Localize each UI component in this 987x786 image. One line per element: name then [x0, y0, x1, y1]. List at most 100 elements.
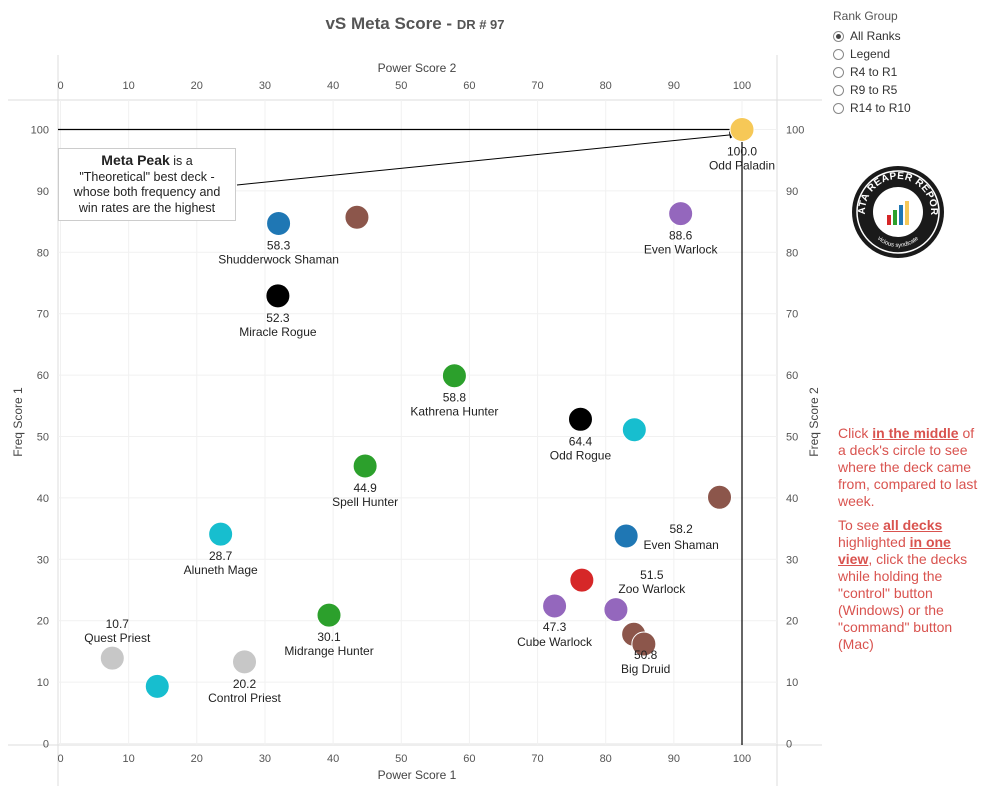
y-tick-label: 20	[37, 616, 49, 628]
data-reaper-logo: DATA REAPER REPORT vicious syndicate	[851, 165, 944, 258]
point-name-label: Odd Paladin	[709, 159, 775, 173]
point-name-label: Aluneth Mage	[184, 563, 258, 577]
deck-point[interactable]	[668, 201, 694, 227]
deck-point[interactable]	[265, 283, 291, 309]
radio-icon[interactable]	[833, 66, 844, 78]
rank-option-label: Legend	[850, 47, 891, 61]
x-tick-label: 20	[191, 753, 203, 765]
rank-option-r14-r10[interactable]: R14 to R10	[833, 99, 983, 117]
point-name-label: Miracle Rogue	[239, 325, 317, 339]
y-tick-label: 30	[37, 554, 49, 566]
y-tick-label: 0	[43, 739, 49, 751]
point-name-label: Big Druid	[621, 662, 670, 676]
point-score-label: 88.6	[669, 229, 693, 243]
chart-title: vS Meta Score - DR # 97	[0, 14, 830, 34]
point-score-label: 58.2	[669, 522, 693, 536]
rank-option-r9-r5[interactable]: R9 to R5	[833, 81, 983, 99]
point-score-label: 47.3	[543, 620, 567, 634]
deck-point[interactable]	[266, 210, 292, 236]
deck-point[interactable]	[707, 484, 733, 510]
x2-tick-label: 30	[259, 80, 271, 92]
deck-point[interactable]	[613, 523, 639, 549]
point-score-label: 20.2	[233, 677, 257, 691]
deck-point[interactable]	[569, 567, 595, 593]
x2-tick-label: 60	[463, 80, 475, 92]
hint-emphasis: all decks	[883, 517, 943, 533]
meta-peak-callout: Meta Peak is a "Theoretical" best deck -…	[58, 148, 236, 221]
hint-text: To see	[838, 517, 884, 533]
rank-option-label: R14 to R10	[850, 101, 911, 115]
x2-tick-label: 10	[123, 80, 135, 92]
callout-arrow-line	[236, 134, 735, 186]
point-name-label: Quest Priest	[84, 631, 151, 645]
x2-tick-label: 90	[668, 80, 680, 92]
deck-point[interactable]	[542, 593, 568, 619]
y2-tick-label: 80	[786, 247, 798, 259]
point-score-label: 52.3	[266, 311, 290, 325]
y2-tick-label: 70	[786, 309, 798, 321]
point-name-label: Zoo Warlock	[618, 582, 686, 596]
x-axis-title: Power Score 1	[378, 768, 457, 782]
rank-option-all-ranks[interactable]: All Ranks	[833, 27, 983, 45]
deck-point[interactable]	[567, 406, 593, 432]
x2-tick-label: 80	[600, 80, 612, 92]
hint-text: highlighted	[838, 534, 910, 550]
deck-point[interactable]	[631, 631, 657, 657]
y2-tick-label: 40	[786, 493, 798, 505]
instructions: Click in the middle of a deck's circle t…	[838, 425, 984, 660]
radio-icon[interactable]	[833, 48, 844, 60]
hint-emphasis: in one view	[838, 534, 951, 567]
deck-point[interactable]	[441, 363, 467, 389]
y2-tick-label: 100	[786, 125, 804, 137]
scatter-plot: 0010102020303040405050606070708080909010…	[8, 55, 822, 786]
rank-group-filter: Rank Group All Ranks Legend R4 to R1 R9 …	[833, 9, 983, 117]
axes: 0010102020303040405050606070708080909010…	[11, 61, 821, 782]
chart-title-sep: -	[441, 14, 457, 33]
y2-tick-label: 60	[786, 370, 798, 382]
callout-text4: win rates are the highest	[78, 200, 216, 215]
callout-text3: whose both frequency and	[73, 185, 221, 199]
rank-option-label: All Ranks	[850, 29, 901, 43]
deck-point[interactable]	[232, 649, 258, 675]
y2-tick-label: 90	[786, 186, 798, 198]
y2-tick-label: 50	[786, 432, 798, 444]
y2-tick-label: 20	[786, 616, 798, 628]
point-score-label: 51.5	[640, 568, 664, 582]
radio-icon[interactable]	[833, 30, 844, 42]
rank-option-legend[interactable]: Legend	[833, 45, 983, 63]
y2-tick-label: 0	[786, 739, 792, 751]
callout-text2: "Theoretical" best deck -	[79, 169, 215, 184]
radio-icon[interactable]	[833, 102, 844, 114]
chart-title-main: vS Meta Score	[325, 14, 442, 33]
y-tick-label: 60	[37, 370, 49, 382]
deck-point[interactable]	[603, 597, 629, 623]
deck-point[interactable]	[208, 521, 234, 547]
hint-text: Click	[838, 425, 873, 441]
x-tick-label: 40	[327, 753, 339, 765]
x-tick-label: 0	[57, 753, 63, 765]
deck-point[interactable]	[316, 602, 342, 628]
points	[99, 117, 755, 699]
radio-icon[interactable]	[833, 84, 844, 96]
chart-title-sub: DR # 97	[456, 17, 505, 32]
deck-point[interactable]	[144, 673, 170, 699]
deck-point[interactable]	[729, 117, 755, 142]
point-score-label: 10.7	[106, 617, 130, 631]
x2-tick-label: 0	[57, 80, 63, 92]
y-tick-label: 10	[37, 677, 49, 689]
point-name-label: Shudderwock Shaman	[218, 252, 339, 266]
deck-point[interactable]	[344, 204, 370, 230]
meta-peak-lines	[58, 128, 743, 745]
y2-tick-label: 10	[786, 677, 798, 689]
deck-point[interactable]	[352, 453, 378, 479]
deck-point[interactable]	[621, 417, 647, 443]
x-tick-label: 100	[733, 753, 751, 765]
deck-point[interactable]	[99, 645, 125, 671]
rank-option-r4-r1[interactable]: R4 to R1	[833, 63, 983, 81]
point-score-label: 30.1	[317, 630, 341, 644]
x-tick-label: 30	[259, 753, 271, 765]
rank-option-label: R4 to R1	[850, 65, 898, 79]
point-name-label: Spell Hunter	[332, 495, 398, 509]
x-tick-label: 90	[668, 753, 680, 765]
